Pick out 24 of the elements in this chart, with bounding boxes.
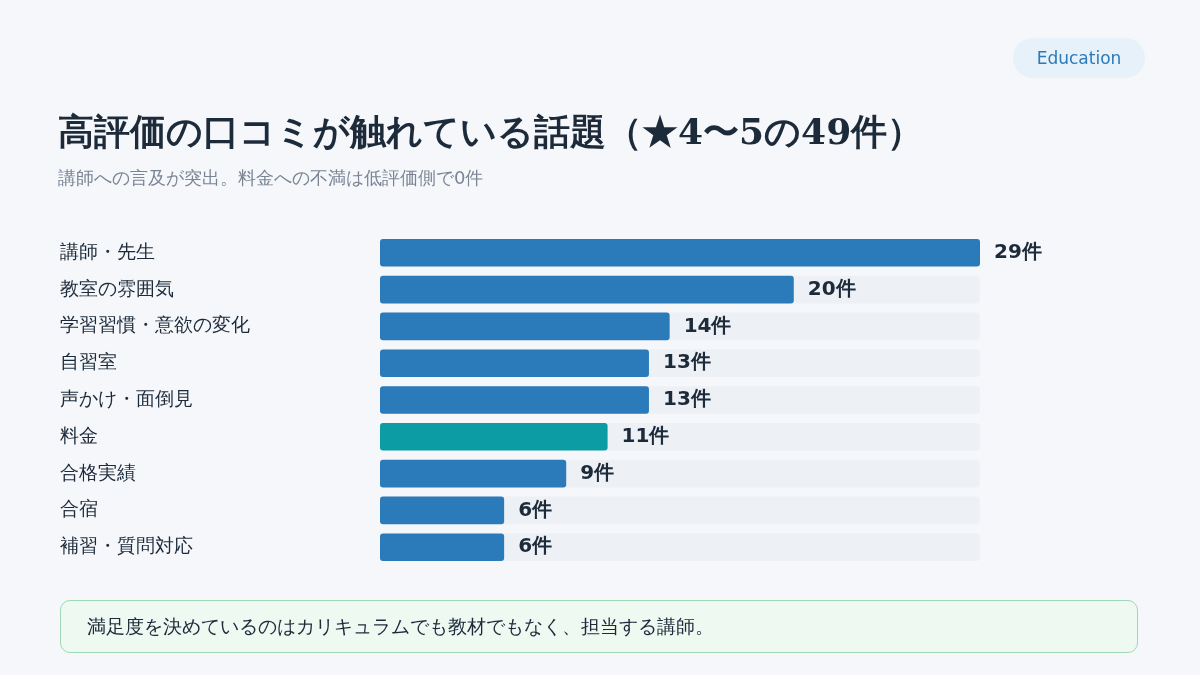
data-label: 6件 <box>518 496 553 521</box>
data-label: 9件 <box>580 459 615 484</box>
y-tick-label: 合宿 <box>60 497 98 520</box>
y-tick-label: 声かけ・面倒見 <box>60 386 193 409</box>
data-label: 20件 <box>807 275 856 300</box>
data-label: 14件 <box>683 312 732 337</box>
y-tick-label: 学習習慣・意欲の変化 <box>60 313 250 336</box>
text: Education <box>1013 38 1145 78</box>
y-tick-label: 合格実績 <box>60 460 136 483</box>
chart-title: 高評価の口コミが触れている話題（★4〜5の49件） <box>58 109 924 154</box>
y-tick-label: 講師・先生 <box>60 239 155 262</box>
data-label: 13件 <box>662 386 711 411</box>
data-label: 13件 <box>662 349 711 374</box>
bar <box>380 533 505 561</box>
data-label: 6件 <box>518 533 553 558</box>
y-tick-label: 自習室 <box>60 350 117 373</box>
bar <box>380 496 505 525</box>
text: 満足度を決めているのはカリキュラムでも教材でもなく、担当する講師。 <box>60 600 1138 653</box>
y-tick-label: 補習・質問対応 <box>60 534 193 557</box>
y-tick-label: 料金 <box>60 423 98 446</box>
data-label: 11件 <box>621 423 670 447</box>
y-tick-label: 教室の雰囲気 <box>60 276 174 299</box>
data-label: 29件 <box>994 239 1042 263</box>
chart-subtitle: 講師への言及が突出。料金への不満は低評価側で0件 <box>58 166 484 190</box>
